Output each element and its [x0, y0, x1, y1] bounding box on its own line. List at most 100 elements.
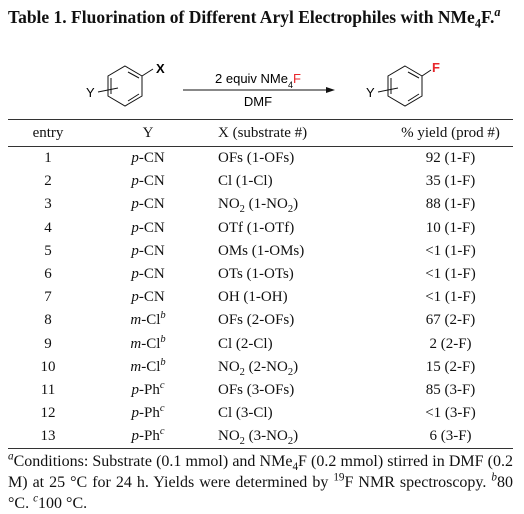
text-run: OFs (1-OFs) — [218, 150, 295, 167]
yield-cell: 6 (3-F) — [388, 425, 513, 450]
text-run: ) — [293, 358, 299, 375]
text-run: b — [160, 333, 166, 345]
table-row: 11 p-Phc OFs (3-OFs) 85 (3-F) — [8, 379, 513, 402]
entry-cell: 13 — [8, 425, 88, 450]
y-cell: p-CN — [88, 193, 208, 216]
y-cell: p-Phc — [88, 379, 208, 402]
text-run: OFs (3-OFs) — [218, 381, 295, 398]
column-header: % yield (prod #) — [388, 119, 513, 147]
x-cell: OTf (1-OTf) — [208, 217, 388, 240]
text-run: p — [131, 428, 139, 445]
text-run: Conditions: Substrate (0.1 mmol) and NMe — [13, 453, 293, 470]
text-run: F (0.2 mmol) stirred in DMF (0.2 M) at 2… — [8, 453, 514, 491]
yield-cell: 88 (1-F) — [425, 196, 476, 213]
text-run: 100 °C. — [38, 495, 88, 512]
entry-cell: 1 — [44, 150, 52, 167]
y-cell: p-CN — [88, 147, 208, 171]
table-row: 2 p-CN Cl (1-Cl) 35 (1-F) — [8, 170, 513, 193]
yield-cell: 35 (1-F) — [425, 173, 476, 190]
text-run: -CN — [138, 266, 165, 283]
text-run: F NMR spectroscopy. — [344, 474, 492, 491]
entry-cell: 2 — [44, 173, 52, 190]
text-run: F. — [480, 7, 495, 27]
table-row: 6 p-CN OTs (1-OTs) <1 (1-F) — [8, 263, 513, 286]
text-run: -Cl — [141, 358, 161, 375]
table-row: 9 m-Clb Cl (2-Cl) 2 (2-F) — [8, 333, 513, 356]
entry-cell: 4 — [44, 219, 52, 236]
entry-cell: 7 — [44, 289, 52, 306]
y-cell: m-Clb — [88, 356, 208, 379]
column-header: X (substrate #) — [208, 119, 388, 147]
text-run: -CN — [138, 173, 165, 190]
x-cell: Cl (1-Cl) — [208, 170, 388, 193]
text-run: p — [131, 242, 139, 259]
text-run: Cl (3-Cl) — [218, 405, 273, 422]
text-run: b — [491, 471, 497, 484]
text-run: 4 — [292, 461, 299, 474]
y-cell: p-CN — [88, 217, 208, 240]
table-row: 8 m-Clb OFs (2-OFs) 67 (2-F) — [8, 309, 513, 332]
x-cell: Cl (3-Cl) — [208, 402, 388, 425]
yield-cell: <1 (3-F) — [425, 405, 476, 422]
text-run: -Ph — [138, 381, 160, 398]
text-run: Cl (2-Cl) — [218, 335, 273, 352]
text-run: ) — [293, 428, 299, 445]
text-run: OTf (1-OTf) — [218, 219, 295, 236]
table-row: 10 m-Clb NO2 (2-NO2) 15 (2-F) — [8, 356, 513, 379]
text-run: NO — [218, 196, 240, 213]
text-run: -CN — [138, 196, 165, 213]
text-run: 2 — [287, 204, 294, 216]
entry-cell: 5 — [44, 242, 52, 259]
yield-cell: 67 (2-F) — [425, 312, 476, 329]
solvent: DMF — [244, 94, 272, 109]
table-row: 13 p-Phc NO2 (3-NO2) 6 (3-F) — [8, 425, 513, 450]
reactant-y: Y — [86, 85, 95, 100]
entry-cell: 8 — [44, 312, 52, 329]
text-run: -CN — [138, 242, 165, 259]
text-run: Cl (1-Cl) — [218, 173, 273, 190]
text-run: OMs (1-OMs) — [218, 242, 305, 259]
footnote: aConditions: Substrate (0.1 mmol) and NM… — [8, 451, 513, 514]
text-run: c — [33, 492, 39, 505]
entry-cell: 10 — [40, 358, 56, 375]
yield-cell: 15 (2-F) — [425, 358, 476, 375]
table-row: 5 p-CN OMs (1-OMs) <1 (1-F) — [8, 240, 513, 263]
text-run: Table 1. Fluorination of Different Aryl … — [8, 7, 475, 27]
entry-cell: 6 — [44, 266, 52, 283]
yield-cell: 85 (3-F) — [425, 381, 476, 398]
text-run: (2-NO — [244, 358, 288, 375]
text-run: p — [131, 219, 139, 236]
text-run: p — [131, 150, 139, 167]
yield-cell: 92 (1-F) — [425, 150, 476, 167]
product-y: Y — [366, 85, 375, 100]
text-run: b — [160, 356, 166, 368]
x-cell: OFs (2-OFs) — [208, 309, 388, 332]
text-run: m — [130, 335, 142, 352]
product-f: F — [432, 60, 440, 75]
entry-cell: 11 — [40, 381, 56, 398]
x-cell: NO2 (2-NO2) — [208, 356, 388, 379]
yield-cell: <1 (1-F) — [425, 266, 476, 283]
x-cell: OFs (3-OFs) — [208, 379, 388, 402]
text-run: NO — [218, 358, 240, 375]
text-run: -Cl — [141, 335, 161, 352]
text-run: 2 — [287, 366, 294, 378]
text-run: 2 — [239, 436, 245, 448]
yield-cell: 2 (2-F) — [429, 335, 472, 352]
y-cell: m-Clb — [88, 333, 208, 356]
text-run: p — [131, 173, 139, 190]
y-cell: p-Phc — [88, 425, 208, 450]
text-run: p — [131, 381, 139, 398]
text-run: -CN — [138, 289, 165, 306]
reactant-ring — [97, 65, 154, 107]
text-run: 80 °C. — [8, 474, 513, 512]
text-run: ) — [293, 196, 299, 213]
text-run: m — [130, 312, 142, 329]
text-run: 2 — [239, 366, 245, 378]
y-cell: p-Phc — [88, 402, 208, 425]
entry-cell: 12 — [40, 405, 56, 422]
x-cell: OFs (1-OFs) — [208, 147, 388, 171]
text-run: c — [159, 379, 165, 391]
y-cell: p-CN — [88, 170, 208, 193]
